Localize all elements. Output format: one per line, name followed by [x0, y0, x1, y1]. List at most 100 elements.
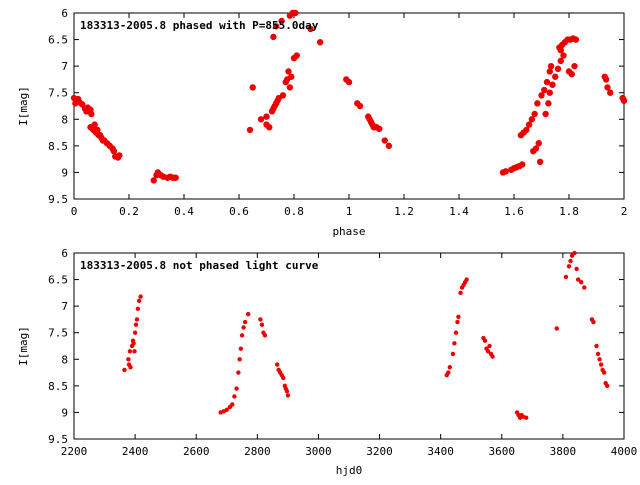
x-tick-label: 2600	[183, 445, 210, 458]
data-point	[239, 333, 245, 338]
x-tick-label: 3200	[366, 445, 393, 458]
y-tick-label: 6.5	[48, 274, 68, 287]
data-point	[531, 110, 538, 118]
y-tick-label: 7.5	[48, 87, 68, 100]
data-point	[591, 319, 596, 325]
data-point	[545, 100, 552, 107]
data-point	[557, 47, 564, 54]
data-point	[227, 404, 233, 410]
y-tick-label: 8	[61, 353, 68, 366]
data-point	[376, 125, 383, 133]
data-point	[278, 17, 285, 25]
data-points	[70, 9, 628, 184]
data-point	[356, 102, 364, 110]
data-point	[128, 365, 133, 370]
unphased-light-curve-panel: 2200 2400 2600 2800 3000 3200 3400 3600 3800 4000…	[17, 247, 637, 477]
data-point	[490, 354, 495, 359]
x-tick-label: 0.8	[284, 205, 304, 218]
axis-ticks: 0 0.2 0.4 0.6 0.8 1 1.2 1.4 1.6 1.8 2 6 6.5 7 7.5 8 8.5 9…	[48, 7, 627, 218]
data-point	[453, 330, 459, 335]
data-point	[316, 39, 324, 46]
data-point	[385, 142, 393, 150]
data-point	[579, 280, 584, 285]
data-point	[446, 370, 451, 375]
y-axis-label: I[mag]	[17, 326, 30, 366]
y-tick-label: 9.5	[48, 193, 68, 206]
x-tick-label: 1.8	[559, 205, 579, 218]
data-point	[543, 78, 551, 86]
data-point	[279, 92, 287, 99]
data-point	[464, 277, 469, 282]
data-point	[546, 89, 553, 96]
data-point	[131, 341, 136, 346]
x-tick-label: 0.6	[229, 205, 249, 218]
phased-light-curve-panel: 0 0.2 0.4 0.6 0.8 1 1.2 1.4 1.6 1.8 2 6 6.5 7 7.5 8 8.5 9…	[17, 7, 627, 238]
data-point	[126, 357, 131, 362]
data-point	[135, 306, 141, 311]
data-point	[237, 357, 242, 362]
data-point	[536, 158, 544, 165]
data-point	[230, 402, 235, 407]
y-tick-label: 9.5	[48, 433, 68, 446]
plot-frame	[73, 252, 625, 440]
data-point	[242, 319, 248, 325]
data-point	[549, 81, 556, 88]
data-point	[607, 89, 614, 96]
data-point	[285, 68, 292, 75]
data-point	[524, 415, 529, 420]
data-point	[122, 367, 127, 373]
data-point	[259, 322, 265, 327]
x-axis-label: phase	[332, 225, 365, 238]
data-point	[560, 52, 567, 59]
data-point	[138, 294, 143, 299]
data-point	[458, 290, 463, 296]
data-point	[574, 266, 579, 272]
x-tick-label: 1.6	[504, 205, 524, 218]
y-tick-label: 6	[61, 247, 68, 260]
data-point	[381, 137, 388, 144]
data-point	[447, 365, 453, 370]
data-point	[307, 25, 314, 33]
data-point	[455, 319, 460, 325]
data-point	[127, 349, 133, 354]
data-point	[345, 78, 353, 86]
data-point	[249, 84, 256, 91]
data-point	[258, 317, 263, 322]
y-tick-label: 7	[61, 300, 68, 313]
data-point	[554, 65, 562, 73]
data-points	[122, 250, 610, 420]
data-point	[272, 23, 280, 30]
data-point	[293, 52, 300, 59]
data-point	[94, 126, 101, 134]
data-point	[281, 375, 286, 381]
data-point	[572, 36, 580, 43]
data-point	[482, 338, 488, 343]
data-point	[547, 62, 555, 70]
x-tick-label: 3400	[427, 445, 454, 458]
x-tick-label: 1.2	[394, 205, 414, 218]
data-point	[116, 152, 123, 159]
data-point	[274, 362, 280, 367]
data-point	[572, 250, 577, 256]
data-point	[554, 326, 559, 331]
data-point	[568, 70, 575, 78]
x-tick-label: 0	[71, 205, 78, 218]
data-point	[262, 333, 268, 338]
x-tick-label: 1.4	[449, 205, 469, 218]
data-point	[575, 277, 581, 282]
data-point	[519, 161, 526, 168]
data-point	[292, 9, 299, 17]
x-tick-label: 3800	[550, 445, 577, 458]
y-tick-label: 8	[61, 113, 68, 126]
data-point	[110, 147, 118, 155]
data-point	[286, 84, 294, 91]
data-point	[245, 311, 251, 317]
y-tick-label: 6.5	[48, 34, 68, 47]
y-tick-label: 9	[61, 406, 68, 419]
data-point	[602, 76, 610, 83]
x-tick-label: 0.4	[174, 205, 194, 218]
chart-title: 183313-2005.8 not phased light curve	[80, 259, 319, 272]
data-point	[224, 407, 229, 412]
x-tick-label: 0.2	[119, 205, 139, 218]
